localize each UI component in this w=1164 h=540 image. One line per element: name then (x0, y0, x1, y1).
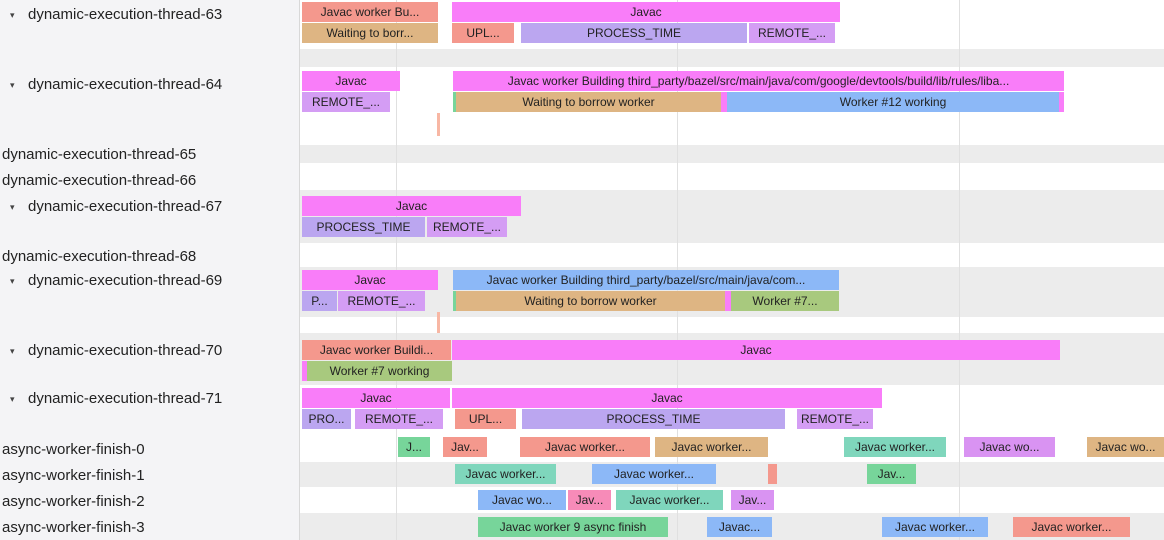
timeline-slice[interactable]: Jav... (867, 464, 916, 484)
thread-name-text: async-worker-finish-2 (2, 493, 145, 510)
thread-row-label[interactable]: dynamic-execution-thread-66 (0, 171, 298, 191)
timeline-slice[interactable]: Javac wo... (478, 490, 566, 510)
thread-name-text: dynamic-execution-thread-68 (2, 248, 197, 265)
timeline-slice[interactable]: Javac worker... (592, 464, 716, 484)
timeline-slice[interactable]: Waiting to borr... (302, 23, 438, 43)
timeline-slice-sliver[interactable] (768, 464, 777, 484)
timeline-slice[interactable]: Jav... (568, 490, 611, 510)
collapse-arrow-icon[interactable]: ▾ (10, 394, 15, 404)
timeline-slice[interactable]: Worker #12 working (727, 92, 1059, 112)
timeline-slice[interactable]: UPL... (455, 409, 516, 429)
timeline-slice[interactable]: Javac (302, 388, 450, 408)
timeline-slice[interactable]: REMOTE_... (797, 409, 873, 429)
timeline-slice[interactable]: Jav... (731, 490, 774, 510)
collapse-arrow-icon[interactable]: ▾ (10, 346, 15, 356)
timeline-slice-sliver[interactable] (453, 92, 456, 112)
thread-name-text: dynamic-execution-thread-71 (28, 390, 223, 407)
timeline-slice[interactable]: Javac (302, 270, 438, 290)
timeline-slice[interactable]: UPL... (452, 23, 514, 43)
timeline-slice-sliver[interactable] (725, 291, 731, 311)
timeline-slice[interactable]: REMOTE_... (427, 217, 507, 237)
timeline-slice[interactable]: Waiting to borrow worker (456, 291, 725, 311)
timeline-slice[interactable]: Waiting to borrow worker (456, 92, 721, 112)
timeline-slice[interactable]: Javac worker... (1013, 517, 1130, 537)
thread-name-text: async-worker-finish-3 (2, 519, 145, 536)
thread-row-label[interactable]: ▾ dynamic-execution-thread-64 (0, 75, 296, 95)
timeline-slice[interactable]: Javac worker... (882, 517, 988, 537)
timeline-slice-sliver[interactable] (1059, 92, 1064, 112)
collapse-arrow-icon[interactable]: ▾ (10, 10, 15, 20)
timeline-slice[interactable]: PROCESS_TIME (521, 23, 747, 43)
thread-row-label[interactable]: ▾ dynamic-execution-thread-69 (0, 271, 296, 291)
thread-name-text: dynamic-execution-thread-70 (28, 342, 223, 359)
timeline-slice-sliver[interactable] (437, 113, 440, 136)
collapse-arrow-icon[interactable]: ▾ (10, 276, 15, 286)
thread-row-label[interactable]: async-worker-finish-0 (0, 440, 298, 460)
row-stripe (300, 49, 1164, 67)
collapse-arrow-icon[interactable]: ▾ (10, 80, 15, 90)
timeline-slice[interactable]: REMOTE_... (302, 92, 390, 112)
thread-name-text: dynamic-execution-thread-63 (28, 6, 223, 23)
thread-row-label[interactable]: async-worker-finish-3 (0, 518, 298, 538)
timeline-slice[interactable]: P... (302, 291, 337, 311)
timeline-slice[interactable]: Javac worker Building third_party/bazel/… (453, 71, 1064, 91)
thread-row-label[interactable]: ▾ dynamic-execution-thread-63 (0, 5, 296, 25)
collapse-arrow-icon[interactable]: ▾ (10, 202, 15, 212)
timeline-slice[interactable]: Javac... (707, 517, 772, 537)
timeline-slice[interactable]: Jav... (443, 437, 487, 457)
thread-name-text: dynamic-execution-thread-67 (28, 198, 223, 215)
thread-name-text: async-worker-finish-0 (2, 441, 145, 458)
timeline-slice[interactable]: Javac (302, 71, 400, 91)
timeline-slice[interactable]: Javac worker... (655, 437, 768, 457)
timeline-slice[interactable]: Worker #7 working (307, 361, 452, 381)
thread-row-label[interactable]: async-worker-finish-1 (0, 466, 298, 486)
timeline-slice[interactable]: Javac (452, 340, 1060, 360)
timeline-slice[interactable]: REMOTE_... (355, 409, 443, 429)
timeline-slice[interactable]: PROCESS_TIME (522, 409, 785, 429)
row-stripe (300, 145, 1164, 163)
timeline-slice[interactable]: REMOTE_... (338, 291, 425, 311)
timeline-slice[interactable]: Javac worker... (844, 437, 946, 457)
timeline-slice[interactable]: Javac wo... (1087, 437, 1164, 457)
thread-name-text: dynamic-execution-thread-65 (2, 146, 197, 163)
timeline-slice-sliver[interactable] (302, 361, 307, 381)
timeline-slice-sliver[interactable] (437, 312, 440, 333)
thread-name-text: async-worker-finish-1 (2, 467, 145, 484)
timeline-slice[interactable]: Javac worker 9 async finish (478, 517, 668, 537)
timeline-slice[interactable]: Javac (302, 196, 521, 216)
thread-name-text: dynamic-execution-thread-69 (28, 272, 223, 289)
timeline-slice[interactable]: Javac worker... (520, 437, 650, 457)
timeline-slice[interactable]: Javac worker... (616, 490, 723, 510)
timeline-slice[interactable]: Javac worker... (455, 464, 556, 484)
thread-row-label[interactable]: ▾ dynamic-execution-thread-70 (0, 341, 296, 361)
timeline-slice[interactable]: PRO... (302, 409, 351, 429)
gridline (959, 0, 960, 540)
row-stripe (300, 462, 1164, 487)
timeline-slice[interactable]: Javac worker Bu... (302, 2, 438, 22)
thread-name-sidebar: ▾ dynamic-execution-thread-63 ▾ dynamic-exe… (0, 0, 300, 540)
timeline-slice[interactable]: PROCESS_TIME (302, 217, 425, 237)
timeline-slice[interactable]: Javac wo... (964, 437, 1055, 457)
timeline-slice[interactable]: J... (398, 437, 430, 457)
timeline-slice[interactable]: Javac worker Buildi... (302, 340, 451, 360)
timeline-slice[interactable]: Worker #7... (731, 291, 839, 311)
thread-row-label[interactable]: ▾ dynamic-execution-thread-71 (0, 389, 296, 409)
thread-name-text: dynamic-execution-thread-64 (28, 76, 223, 93)
thread-name-text: dynamic-execution-thread-66 (2, 172, 197, 189)
thread-row-label[interactable]: async-worker-finish-2 (0, 492, 298, 512)
timeline-slice[interactable]: Javac (452, 388, 882, 408)
thread-row-label[interactable]: ▾ dynamic-execution-thread-67 (0, 197, 296, 217)
timeline-slice-sliver[interactable] (453, 291, 456, 311)
timeline-slice[interactable]: Javac worker Building third_party/bazel/… (453, 270, 839, 290)
timeline-slice[interactable]: REMOTE_... (749, 23, 835, 43)
thread-row-label[interactable]: dynamic-execution-thread-68 (0, 247, 298, 267)
thread-row-label[interactable]: dynamic-execution-thread-65 (0, 145, 298, 165)
timeline-slice-sliver[interactable] (721, 92, 727, 112)
timeline-slice[interactable]: Javac (452, 2, 840, 22)
